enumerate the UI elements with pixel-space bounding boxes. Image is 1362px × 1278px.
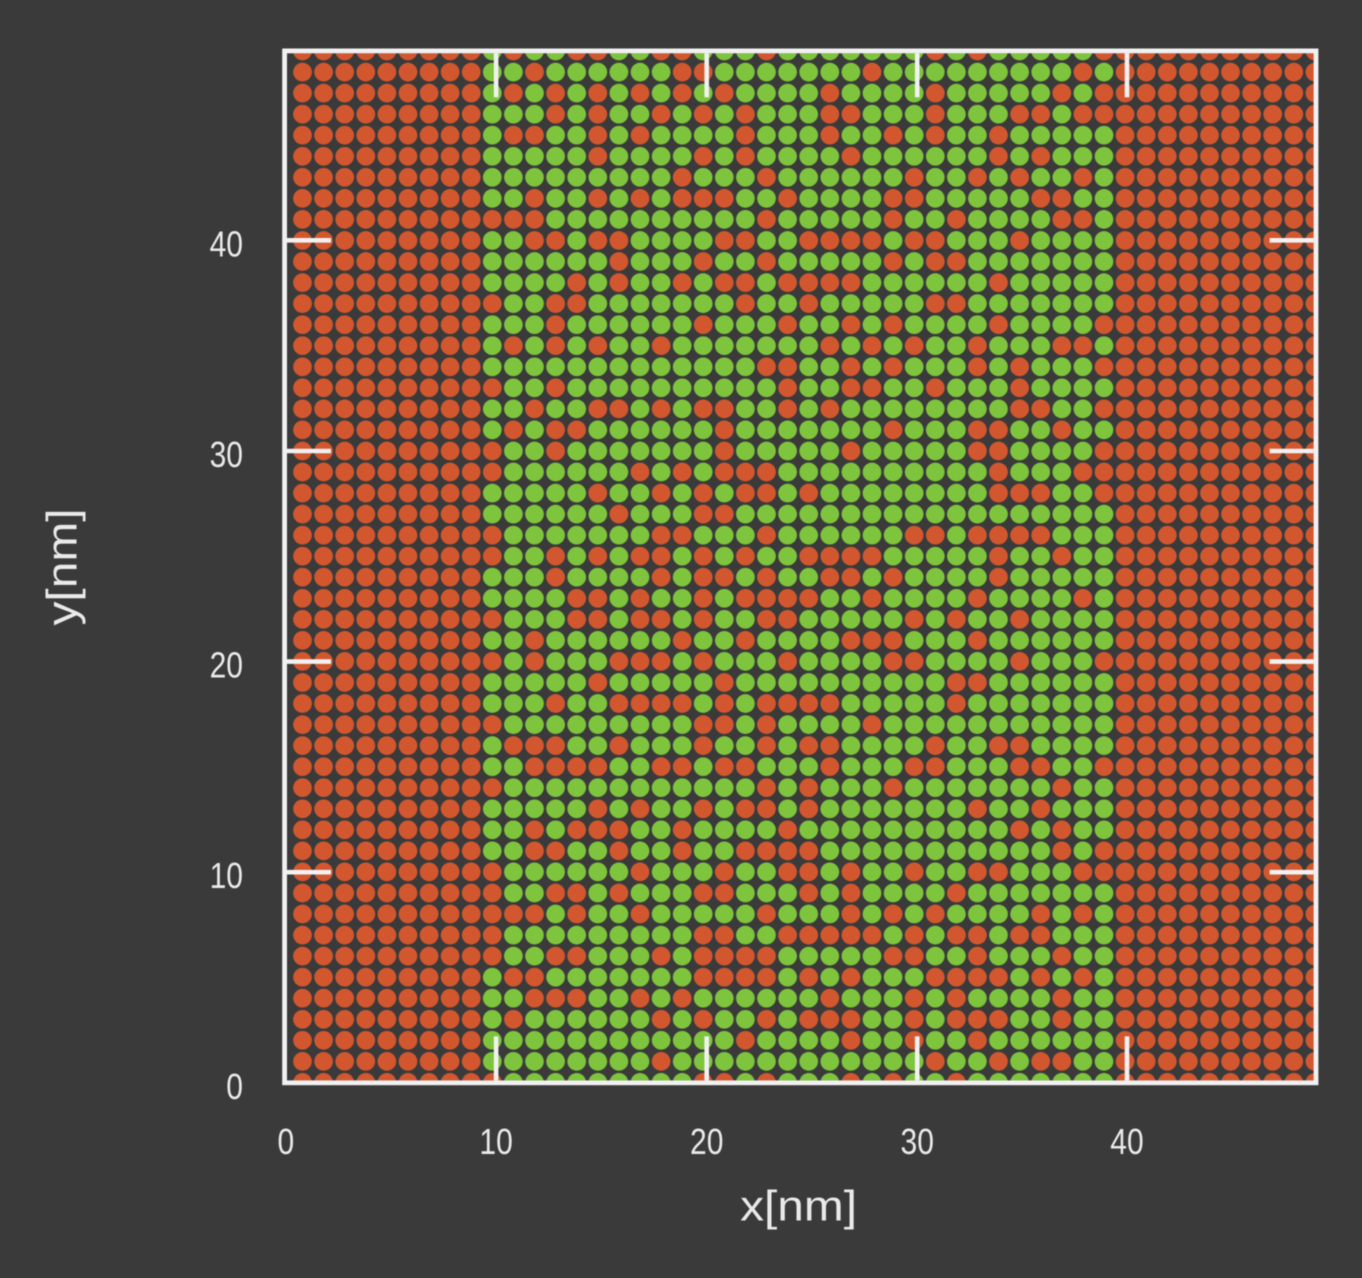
svg-text:20: 20 — [690, 1121, 723, 1162]
svg-text:30: 30 — [901, 1121, 934, 1162]
svg-text:40: 40 — [1110, 1121, 1143, 1162]
svg-text:20: 20 — [210, 645, 243, 686]
svg-text:30: 30 — [210, 434, 243, 475]
svg-text:10: 10 — [210, 855, 243, 896]
svg-text:0: 0 — [277, 1121, 294, 1162]
svg-text:x[nm]: x[nm] — [740, 1183, 857, 1231]
svg-text:0: 0 — [226, 1066, 243, 1107]
svg-text:40: 40 — [210, 223, 243, 264]
svg-text:y[nm]: y[nm] — [39, 509, 87, 626]
svg-text:10: 10 — [479, 1121, 512, 1162]
